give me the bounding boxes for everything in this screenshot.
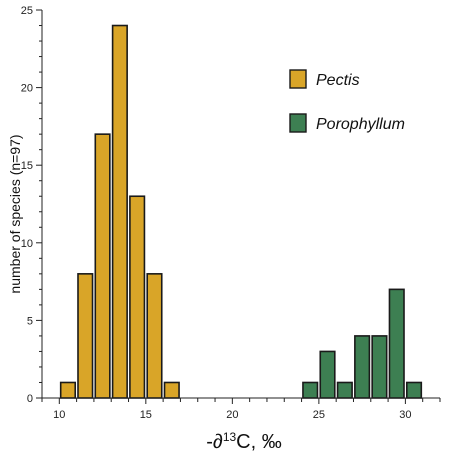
x-tick-label: 20 [226,409,238,421]
bar-pectis-1 [77,273,94,399]
y-tick-label: 0 [27,393,33,405]
bar-pectis-4 [129,195,146,399]
ticks-layer: 10 15 20 25 30 0 5 10 15 20 25 [21,5,441,421]
bar-porophyllum-2 [336,381,353,399]
bar-porophyllum-4 [371,335,388,399]
x-tick-label: 10 [53,409,65,421]
y-tick-label: 15 [21,160,33,172]
x-tick-label: 25 [313,409,325,421]
x-tick-label: 30 [399,409,411,421]
bar-pectis-5 [146,273,163,399]
legend-label-pectis: Pectis [316,72,360,89]
y-tick-label: 20 [21,83,33,95]
bars-layer [59,24,423,399]
y-axis-title: number of species (n=97) [7,134,23,293]
bar-porophyllum-3 [354,335,371,399]
x-tick-label: 15 [140,409,152,421]
y-tick-label: 25 [21,5,33,17]
bar-porophyllum-1 [319,350,336,399]
y-tick-label: 10 [21,238,33,250]
x-axis-title: -∂13C, ‰ [206,430,281,453]
bar-pectis-3 [111,24,128,399]
legend-swatch-porophyllum [289,113,307,133]
legend: Pectis Porophyllum [289,69,405,133]
y-tick-label: 5 [27,315,33,327]
bar-pectis-6 [163,381,180,399]
axes-layer [41,10,440,399]
legend-swatch-pectis [289,69,307,89]
bar-pectis-2 [94,133,111,399]
bar-pectis-0 [59,381,77,399]
bar-porophyllum-6 [405,381,423,399]
bar-porophyllum-5 [388,288,405,399]
bar-porophyllum-0 [302,381,319,399]
legend-label-porophyllum: Porophyllum [316,116,405,133]
